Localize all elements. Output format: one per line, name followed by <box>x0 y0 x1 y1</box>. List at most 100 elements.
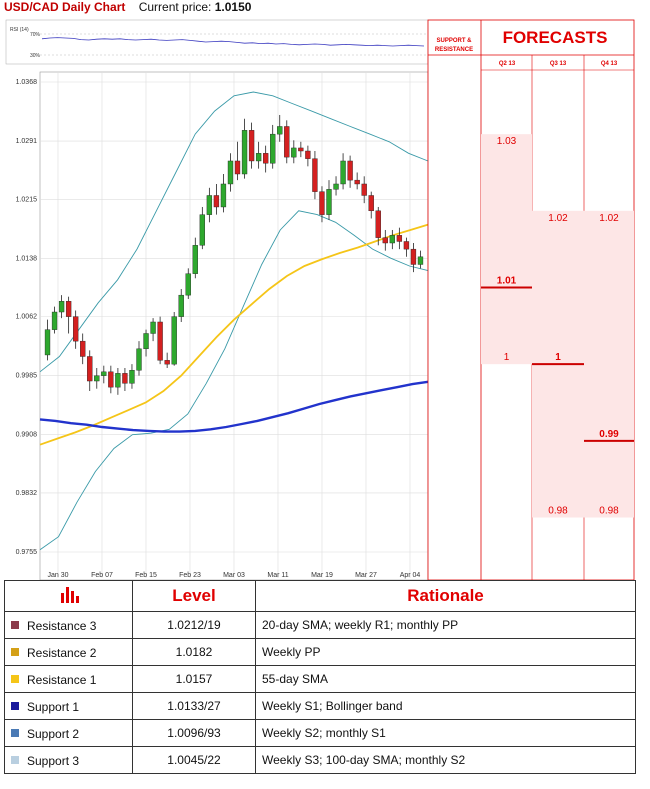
candle-body <box>396 235 403 242</box>
level-color-swatch <box>11 675 19 684</box>
y-tick-label: 0.9755 <box>16 549 38 556</box>
forecast-range <box>481 134 532 365</box>
candle-body <box>65 301 72 317</box>
candle-body <box>150 321 156 334</box>
x-tick-label: Feb 07 <box>91 572 113 579</box>
candle-body <box>354 179 360 185</box>
level-name-cell: Support 1 <box>4 692 133 720</box>
forecast-high-label: 1.02 <box>599 213 619 224</box>
level-name-cell: Support 3 <box>4 746 133 774</box>
forecast-title: FORECASTS <box>503 28 608 47</box>
x-tick-label: Feb 23 <box>179 572 201 579</box>
candle-body <box>277 126 283 135</box>
table-row: Resistance 3 1.0212/19 20-day SMA; weekly … <box>4 611 636 639</box>
candle-body <box>192 245 198 274</box>
table-row: Support 3 1.0045/22 Weekly S3; 100-day SMA… <box>4 746 636 774</box>
candle-body <box>80 340 86 357</box>
level-value: 1.0045/22 <box>132 746 256 774</box>
candle-body <box>326 189 332 215</box>
chart-header: USD/CAD Daily Chart Current price: 1.015… <box>4 0 251 18</box>
candle-body <box>101 371 107 376</box>
quarter-label-q3: Q3 13 <box>550 61 567 67</box>
level-value: 1.0182 <box>132 638 256 666</box>
candle-body <box>185 273 191 296</box>
forecast-low-label: 0.98 <box>548 505 568 516</box>
rsi-panel: RSI (14) 70% 30% <box>5 19 429 65</box>
candle-body <box>333 183 339 190</box>
y-tick-label: 1.0291 <box>16 138 38 145</box>
levels-table: Level Rationale Resistance 3 1.0212/19 20-… <box>4 580 636 774</box>
level-name: Support 1 <box>27 699 80 714</box>
candle-body <box>347 160 353 181</box>
candle-body <box>410 248 417 265</box>
candle-body <box>382 237 388 244</box>
table-row: Support 1 1.0133/27 Weekly S1; Bollinger b… <box>4 692 636 720</box>
level-rationale: Weekly S2; monthly S1 <box>255 719 636 747</box>
candle-body <box>122 373 128 384</box>
quarter-label-q2: Q2 13 <box>499 61 516 67</box>
candle-body <box>263 153 269 164</box>
y-tick-label: 0.9985 <box>16 373 38 380</box>
candle-body <box>375 210 381 238</box>
level-rationale: 20-day SMA; weekly R1; monthly PP <box>255 611 636 639</box>
level-value: 1.0157 <box>132 665 256 693</box>
level-rationale: Weekly S1; Bollinger band <box>255 692 636 720</box>
x-tick-label: Mar 03 <box>223 572 245 579</box>
candle-body <box>157 321 163 361</box>
candle-body <box>115 373 121 388</box>
forecast-avg-label: 1.01 <box>497 275 517 286</box>
forecast-columns: 1.03 1.01 1 1.02 1 0.98 1.02 0.99 0.98 <box>481 134 634 518</box>
candle-body <box>213 195 220 208</box>
level-name: Support 2 <box>27 726 80 741</box>
candle-body <box>87 356 93 382</box>
table-body: Resistance 3 1.0212/19 20-day SMA; weekly … <box>4 611 636 774</box>
level-name: Resistance 2 <box>27 645 97 660</box>
level-rationale: Weekly S3; 100-day SMA; monthly S2 <box>255 746 636 774</box>
candle-body <box>305 150 311 159</box>
sma-55-line <box>39 223 429 446</box>
candle-body <box>164 360 170 365</box>
table-row: Resistance 2 1.0182 Weekly PP <box>4 638 636 666</box>
candle-body <box>368 195 374 212</box>
price-chart: RSI (14) 70% 30% 1.03681.02911.02151.013… <box>5 19 635 580</box>
candle-body <box>284 126 290 158</box>
rsi-label: RSI (14) <box>10 27 29 33</box>
level-value: 1.0212/19 <box>132 611 256 639</box>
chart-title: USD/CAD Daily Chart <box>4 0 126 14</box>
table-row: Resistance 1 1.0157 55-day SMA <box>4 665 636 693</box>
current-price: 1.0150 <box>214 0 252 14</box>
x-tick-label: Mar 27 <box>355 572 377 579</box>
forecast-low-label: 1 <box>504 352 510 363</box>
level-color-swatch <box>11 756 19 765</box>
candle-body <box>241 130 248 175</box>
x-tick-label: Apr 04 <box>400 572 421 579</box>
table-header-rationale: Rationale <box>255 580 636 612</box>
sr-header-line1: SUPPORT & <box>436 38 472 44</box>
forecast-avg-label: 1 <box>555 352 561 363</box>
candle-body <box>389 235 395 244</box>
level-value: 1.0133/27 <box>132 692 256 720</box>
candle-body <box>361 183 367 196</box>
candle-body <box>51 311 58 330</box>
forecast-low-label: 0.98 <box>599 505 619 516</box>
y-tick-label: 1.0062 <box>16 314 38 321</box>
table-header-level: Level <box>132 580 256 612</box>
level-rationale: Weekly PP <box>255 638 636 666</box>
candles <box>44 114 424 395</box>
candle-body <box>298 147 304 152</box>
grid <box>40 72 428 578</box>
level-color-swatch <box>11 648 19 657</box>
level-value: 1.0096/93 <box>132 719 256 747</box>
forecast-range <box>584 210 634 518</box>
quarter-label-q4: Q4 13 <box>601 61 618 67</box>
indicators <box>39 91 429 551</box>
forecast-avg-label: 0.99 <box>599 429 619 440</box>
candle-body <box>136 348 142 371</box>
level-color-swatch <box>11 702 19 711</box>
candle-body <box>44 329 51 356</box>
level-name: Resistance 1 <box>27 672 97 687</box>
candle-body <box>270 133 276 164</box>
candle-body <box>220 183 227 208</box>
candle-body <box>417 256 424 265</box>
price-label: Current price: <box>138 0 212 14</box>
